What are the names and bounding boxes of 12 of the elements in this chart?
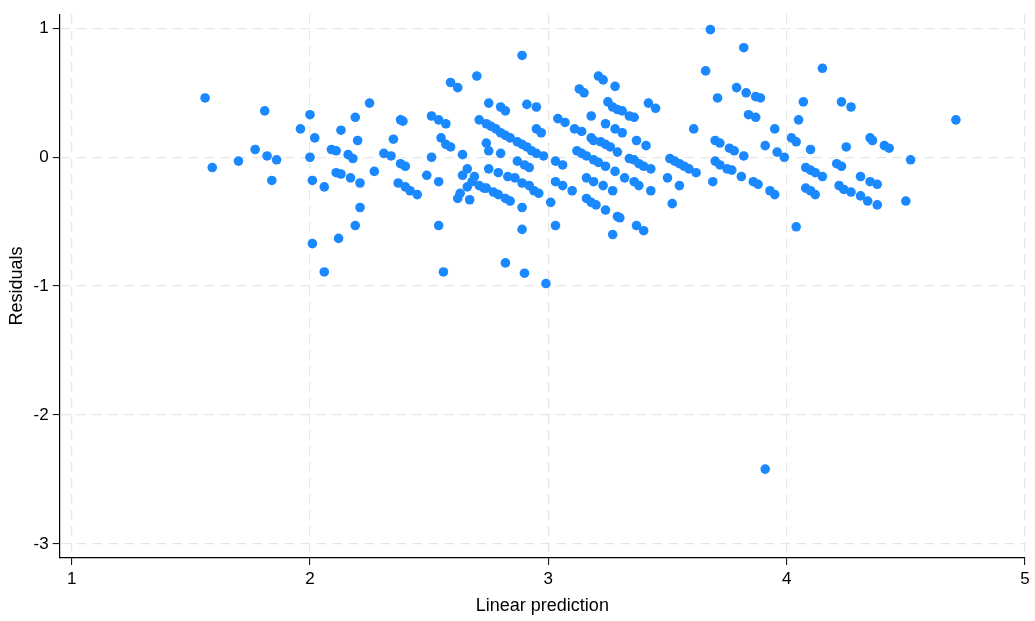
y-tick-label: -1: [33, 275, 49, 295]
y-tick-label: -3: [33, 533, 49, 553]
y-tick-label: -2: [33, 404, 49, 424]
x-tick-label: 4: [781, 568, 792, 588]
x-tick-label: 1: [66, 568, 77, 588]
y-tick-label: 1: [39, 18, 49, 38]
y-tick-label: 0: [39, 146, 49, 166]
x-axis-title: Linear prediction: [475, 595, 609, 616]
x-tick-label: 3: [543, 568, 554, 588]
y-axis-title: Residuals: [5, 246, 26, 326]
x-tick-label: 5: [1020, 568, 1030, 588]
x-tick-label: 2: [305, 568, 315, 588]
